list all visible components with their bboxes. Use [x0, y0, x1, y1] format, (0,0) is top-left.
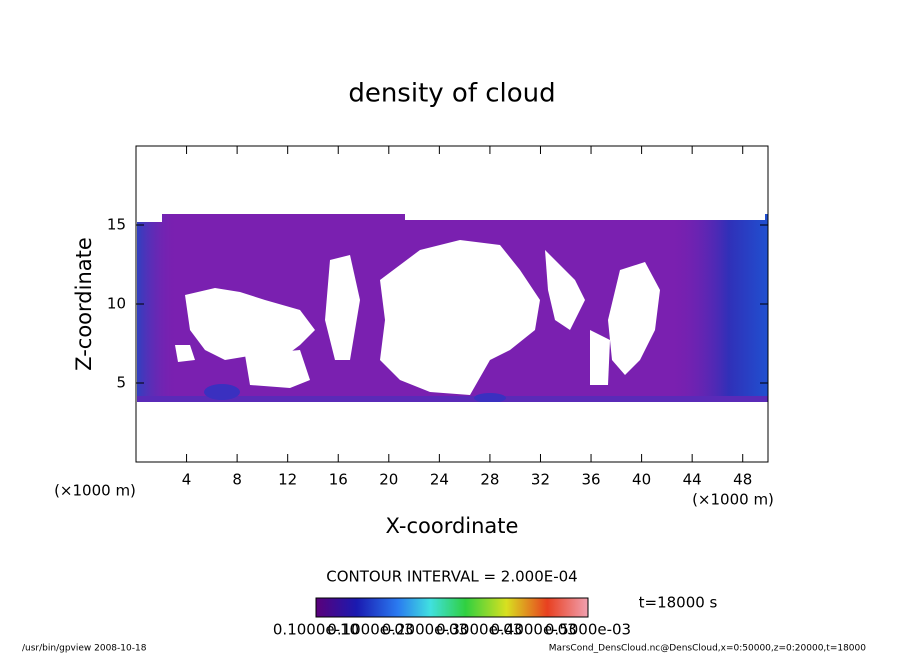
x-tick-label: 12 [278, 471, 297, 489]
colorbar-label: 0.1000e-10 [273, 621, 359, 639]
colorbar-label: 0.1000e-03 [327, 621, 413, 639]
colorbar [315, 597, 589, 618]
y-tick-label: 15 [107, 216, 126, 234]
time-label: t=18000 s [639, 594, 718, 612]
x-tick-label: 28 [480, 471, 499, 489]
x-tick-label: 20 [379, 471, 398, 489]
colorbar-label: 0.4000e-03 [490, 621, 576, 639]
footer-left: /usr/bin/gpview 2008-10-18 [22, 644, 147, 654]
x-axis-label: X-coordinate [386, 514, 519, 538]
x-tick-label: 48 [733, 471, 752, 489]
y-unit: (×1000 m) [54, 482, 136, 500]
contour-interval: CONTOUR INTERVAL = 2.000E-04 [326, 568, 577, 586]
cloud-field [137, 206, 768, 406]
colorbar-label: 0.5000e-03 [545, 621, 631, 639]
x-tick-label: 4 [182, 471, 192, 489]
y-tick-label: 10 [107, 295, 126, 313]
y-axis-label: Z-coordinate [72, 237, 96, 371]
x-tick-label: 44 [683, 471, 702, 489]
x-tick-label: 36 [581, 471, 600, 489]
x-tick-label: 16 [329, 471, 348, 489]
footer-right: MarsCond_DensCloud.nc@DensCloud,x=0:5000… [549, 644, 866, 654]
x-tick-label: 24 [430, 471, 449, 489]
y-tick-label: 5 [116, 374, 126, 392]
x-unit: (×1000 m) [692, 491, 774, 509]
colorbar-label: 0.3000e-03 [436, 621, 522, 639]
x-tick-label: 32 [531, 471, 550, 489]
colorbar-label: 0.2000e-03 [382, 621, 468, 639]
x-tick-label: 40 [632, 471, 651, 489]
chart-title: density of cloud [348, 79, 555, 109]
x-tick-label: 8 [232, 471, 242, 489]
